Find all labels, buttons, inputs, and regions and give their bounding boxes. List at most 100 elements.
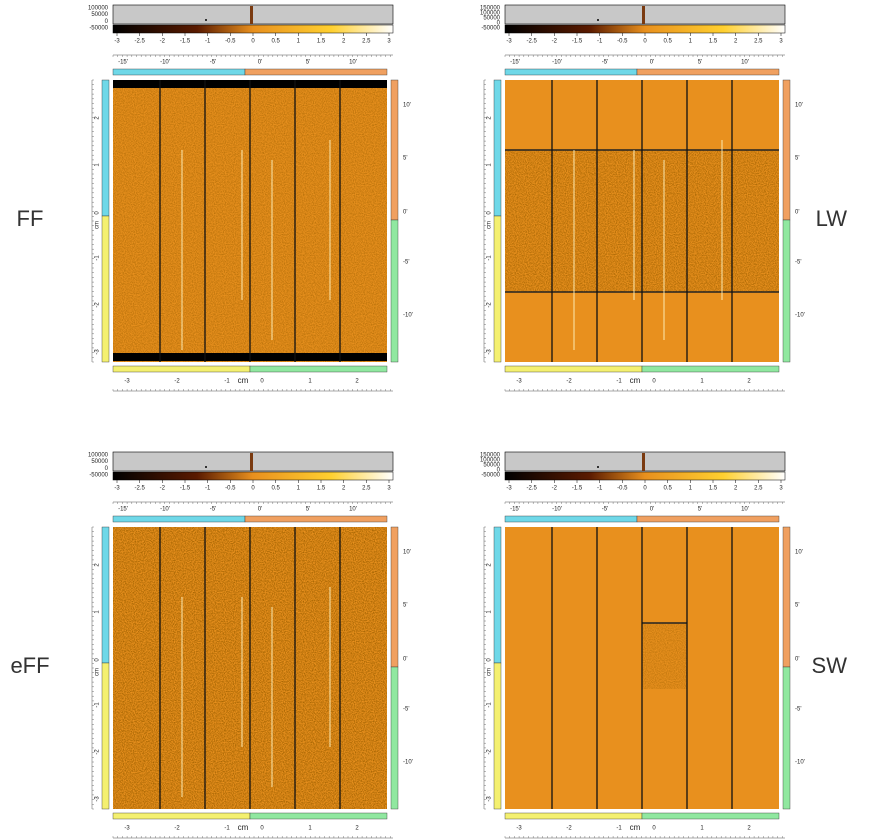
left-tick-label: -1 [487, 255, 493, 261]
right-strip-green [782, 219, 791, 363]
colorbar-tick-label: -2.5 [134, 486, 145, 492]
top-tick-label: -15' [118, 60, 128, 66]
right-tick-label: 5' [403, 603, 407, 609]
right-strip-orange [782, 79, 791, 221]
bottom-tick-label: -2 [174, 826, 180, 832]
top-strip-cyan [112, 68, 246, 76]
top-strip-cyan [112, 515, 246, 523]
left-tick-label: 1 [487, 163, 493, 167]
colorbar-tick-label: 1 [297, 39, 301, 45]
colorbar-tick-label: 0 [643, 39, 647, 45]
top-tick-label: 0' [650, 60, 654, 66]
colorbar-tick-label: 2 [342, 39, 346, 45]
top-tick-label: -5' [602, 507, 608, 513]
top-tick-label: -10' [160, 60, 170, 66]
bottom-strip-green [249, 812, 388, 820]
bottom-tick-label: -1 [224, 826, 230, 832]
colorbar-tick-label: -1.5 [180, 486, 191, 492]
left-tick-label: -2 [95, 302, 101, 308]
top-tick-label: 0' [258, 60, 262, 66]
colorbar-tick-label: 2.5 [362, 39, 371, 45]
bottom-strip-green [641, 812, 780, 820]
left-tick-label: -1 [95, 702, 101, 708]
left-tick-label: 0 [95, 658, 101, 662]
top-strip-cyan [504, 68, 638, 76]
right-strip-green [390, 666, 399, 810]
top-tick-label: 5' [306, 507, 310, 513]
colorbar-tick-label: -1 [597, 486, 603, 492]
panel-label: FF [17, 206, 44, 231]
histogram-tick-label: 0 [105, 19, 109, 25]
colorbar-tick-label: 3 [387, 486, 391, 492]
right-tick-label: -10' [795, 313, 805, 319]
left-tick-label: cm [487, 221, 493, 229]
histogram-tick-label: 0 [497, 21, 501, 27]
top-tick-label: 10' [741, 60, 749, 66]
top-tick-label: -15' [510, 507, 520, 513]
right-tick-label: 10' [795, 550, 803, 556]
histogram-tick-label: 50000 [91, 459, 108, 465]
colorbar-tick-label: -1 [597, 39, 603, 45]
top-tick-label: 0' [650, 507, 654, 513]
colorbar-tick-label: 1.5 [317, 39, 326, 45]
bottom-tick-label: -3 [124, 826, 130, 832]
right-tick-label: -5' [795, 707, 801, 713]
right-strip-green [782, 666, 791, 810]
left-strip-cyan [493, 79, 502, 217]
left-tick-label: -1 [487, 702, 493, 708]
colorbar-tick-label: -1 [205, 39, 211, 45]
bottom-tick-label: 0 [260, 379, 264, 385]
top-tick-label: -15' [118, 507, 128, 513]
histogram-tick-label: 100000 [88, 453, 109, 459]
colorbar-tick-label: 1.5 [317, 486, 326, 492]
colorbar-tick-label: 3 [387, 39, 391, 45]
colorbar [112, 471, 394, 481]
colorbar-tick-label: -0.5 [617, 486, 628, 492]
colorbar-tick-label: -3 [114, 486, 120, 492]
left-tick-label: -2 [95, 749, 101, 755]
top-tick-label: -5' [602, 60, 608, 66]
right-tick-label: 10' [795, 103, 803, 109]
left-tick-label: -3 [487, 349, 493, 355]
right-tick-label: -10' [403, 760, 413, 766]
panel-label: eFF [10, 653, 49, 678]
left-tick-label: 0 [487, 211, 493, 215]
left-strip-cyan [493, 526, 502, 664]
panel-label: LW [816, 206, 848, 231]
right-tick-label: 10' [403, 550, 411, 556]
bottom-tick-label: 0 [260, 826, 264, 832]
histogram-peak [250, 6, 253, 24]
top-tick-label: -10' [552, 507, 562, 513]
bottom-tick-label: -1 [616, 379, 622, 385]
left-tick-label: -2 [487, 749, 493, 755]
right-tick-label: 0' [795, 657, 799, 663]
colorbar [504, 24, 786, 34]
colorbar-tick-label: -2 [552, 39, 558, 45]
bottom-tick-label: -3 [516, 826, 522, 832]
left-tick-label: 2 [487, 563, 493, 567]
right-tick-label: 5' [795, 156, 799, 162]
left-tick-label: 2 [487, 116, 493, 120]
bottom-tick-label: 1 [308, 379, 312, 385]
bottom-tick-label: -1 [224, 379, 230, 385]
panel-label: SW [812, 653, 848, 678]
bottom-strip-yellow [112, 812, 251, 820]
right-strip-orange [390, 526, 399, 668]
colorbar-tick-label: 1.5 [709, 39, 718, 45]
colorbar-tick-label: -3 [506, 486, 512, 492]
colorbar-tick-label: 0.5 [663, 486, 672, 492]
top-tick-label: 10' [741, 507, 749, 513]
colorbar-tick-label: 1 [297, 486, 301, 492]
bottom-tick-label: -3 [124, 379, 130, 385]
top-strip-cyan [504, 515, 638, 523]
right-strip-green [390, 219, 399, 363]
colorbar-tick-label: 2.5 [754, 486, 763, 492]
colorbar-tick-label: -1.5 [180, 39, 191, 45]
left-tick-label: -3 [487, 796, 493, 802]
colorbar-tick-label: 2 [734, 486, 738, 492]
histogram-tick-label: 50000 [483, 463, 500, 469]
colorbar-tick-label: 2.5 [362, 486, 371, 492]
top-tick-label: 5' [698, 507, 702, 513]
